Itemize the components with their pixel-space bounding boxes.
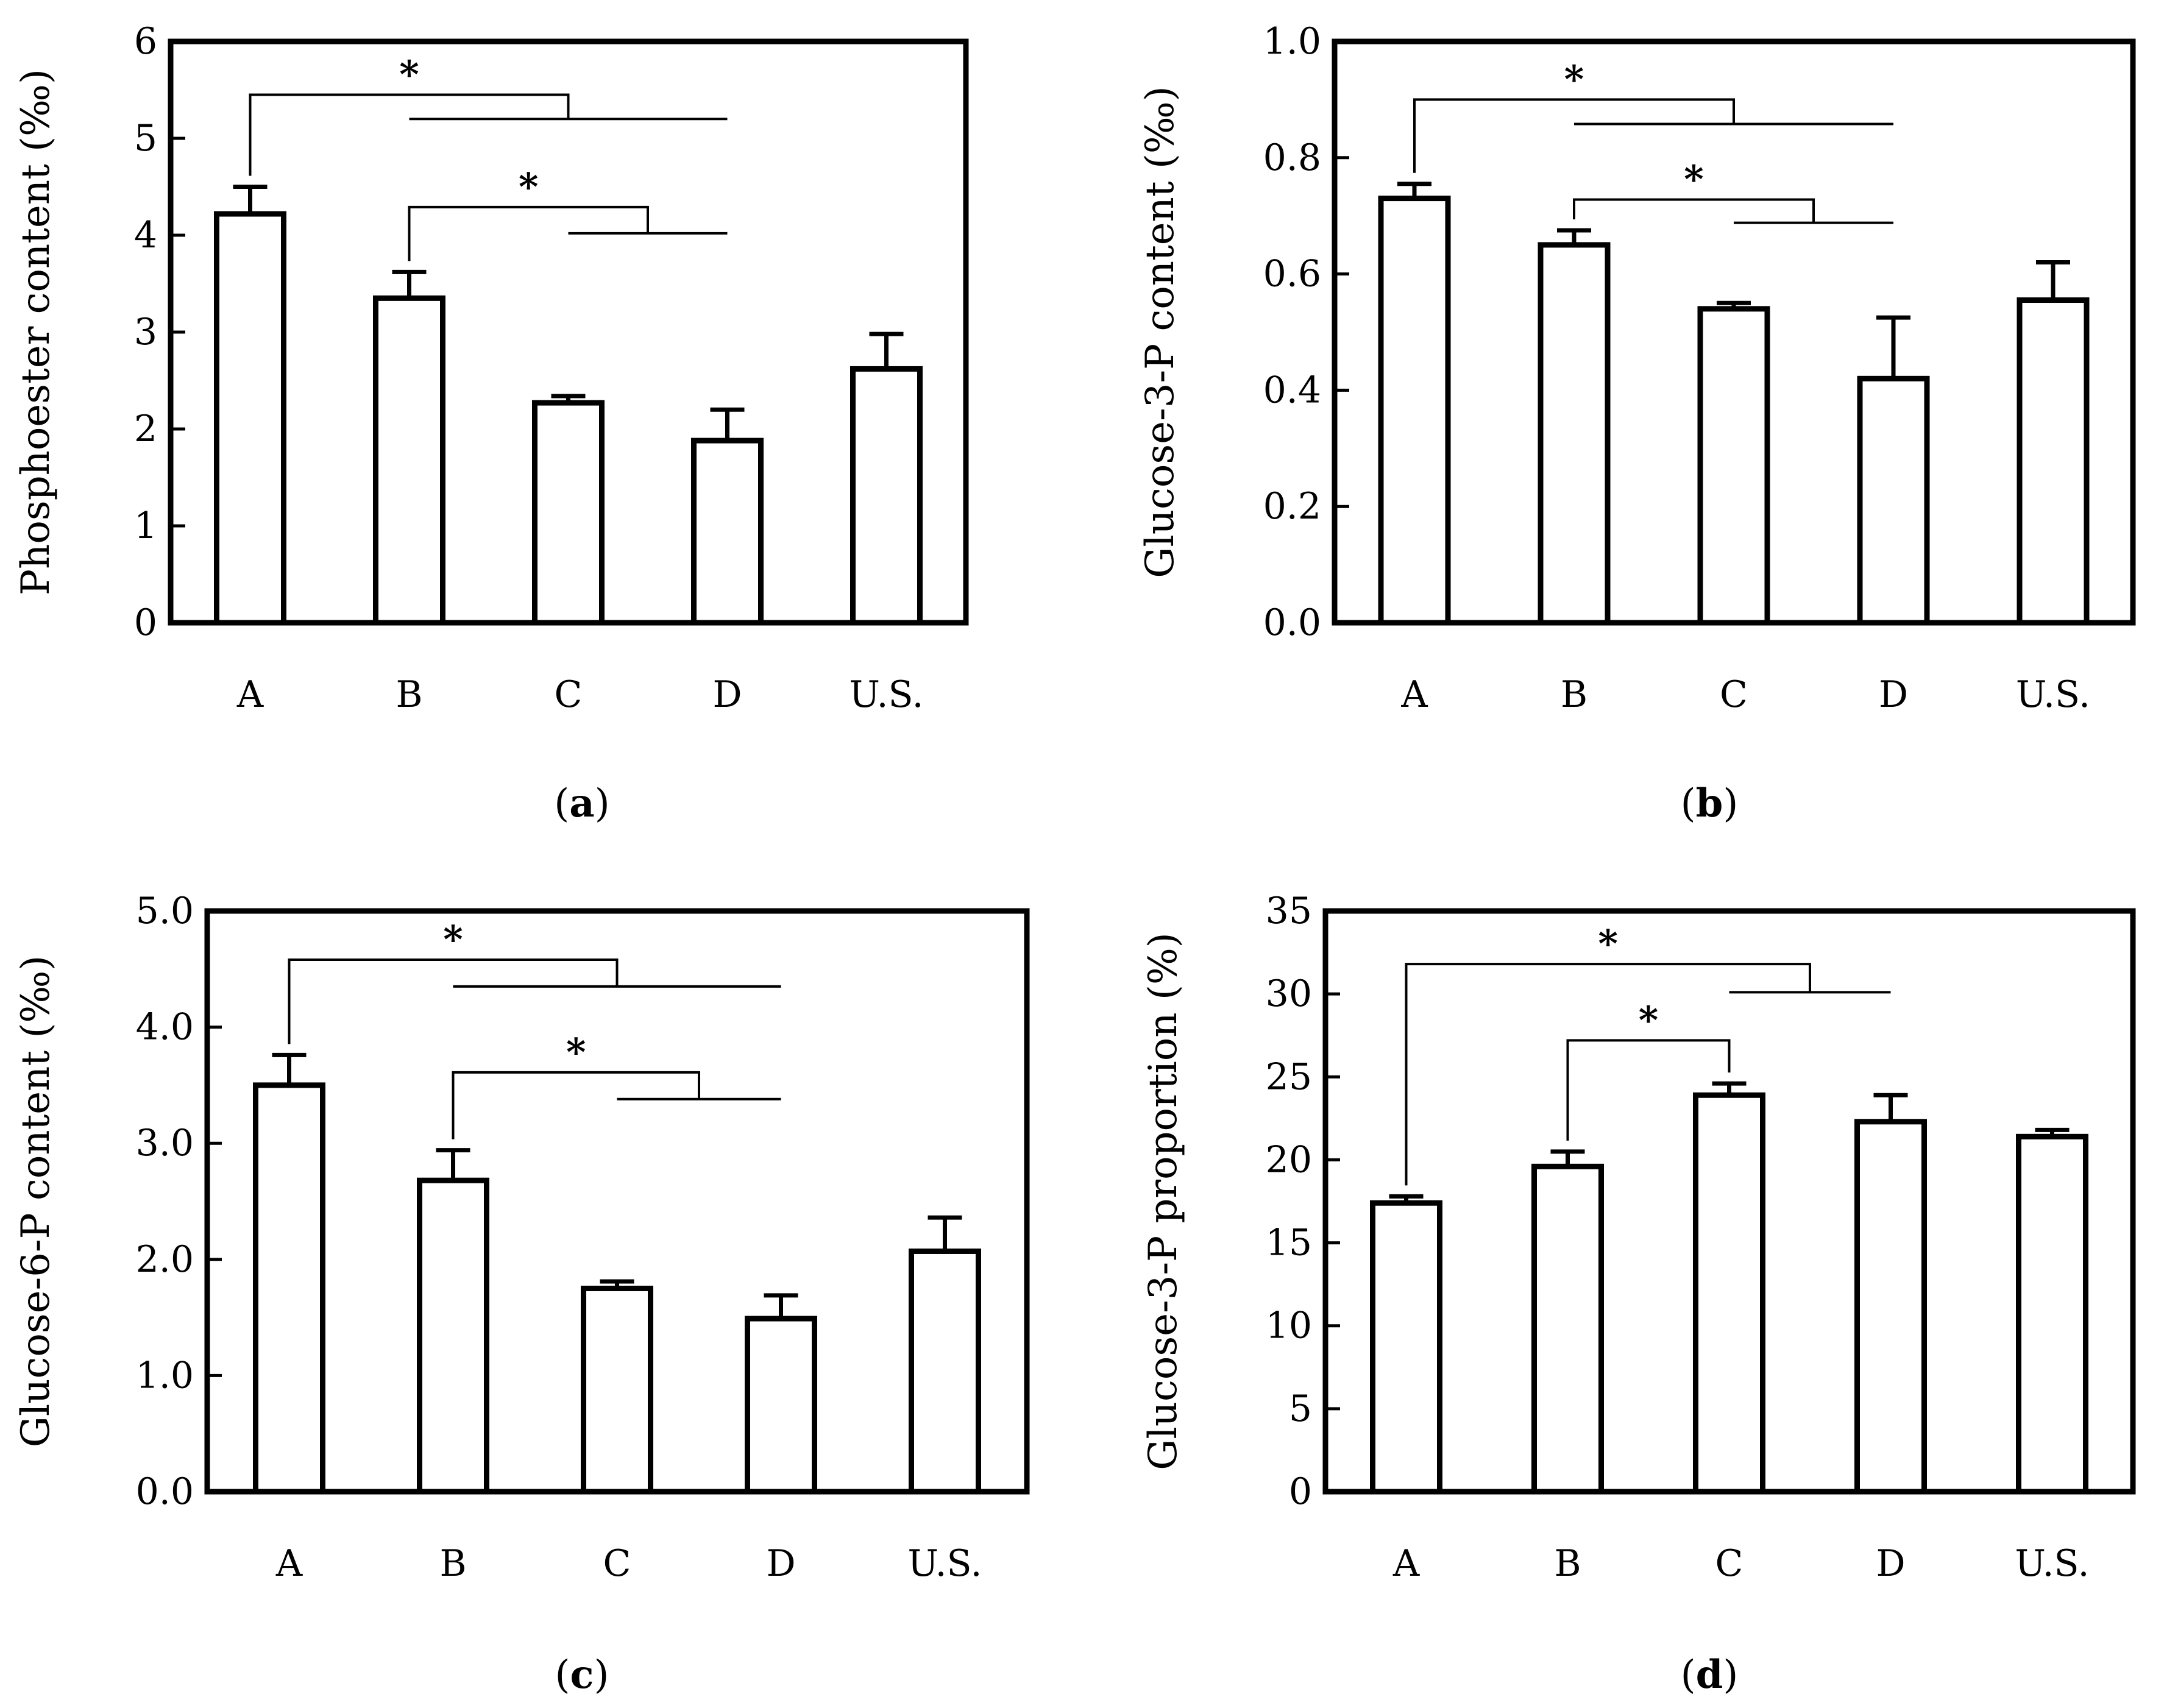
panel-b: 0.0 0.2 0.4 0.6 0.8 1.0 Glucose-3-P content (‰… [1138, 20, 2136, 716]
panel-c: 0.0 1.0 2.0 3.0 4.0 5.0 Glucose-6-P content (‰… [13, 890, 1030, 1585]
y-tick-label: 5.0 [136, 890, 194, 932]
bar [1693, 1092, 1765, 1495]
significance-bracket [288, 959, 619, 1044]
y-tick-label: 35 [1266, 890, 1312, 932]
bar [1370, 1200, 1442, 1495]
bar [1531, 1163, 1604, 1495]
x-tick-label: B [1554, 1542, 1581, 1585]
panel-caption-d: (d) [1681, 1652, 1739, 1698]
y-tick-label: 0.6 [1263, 253, 1321, 296]
x-tick-label: U.S. [2016, 673, 2090, 716]
bar [850, 366, 923, 626]
x-tick-label: D [712, 673, 742, 716]
x-tick-label: C [555, 673, 583, 716]
x-tick-label: A [236, 673, 264, 716]
bar [417, 1177, 489, 1495]
panel-a: 0 1 2 3 4 5 6 Phosphoester content (‰) A B C D U.S. *… [13, 20, 969, 716]
bar [373, 295, 445, 626]
significance-star: * [1684, 157, 1703, 201]
significance-bracket [1566, 1039, 1731, 1141]
x-tick-label: D [1879, 673, 1908, 716]
y-tick-label: 4 [134, 214, 157, 257]
significance-bracket [1573, 198, 1815, 223]
panel-caption-a: (a) [554, 781, 609, 826]
y-tick-label: 3.0 [136, 1122, 194, 1164]
y-tick-label: 1.0 [1263, 20, 1321, 63]
y-tick-label: 3 [134, 311, 157, 353]
x-tick-label: D [766, 1542, 795, 1585]
x-tick-label: U.S. [849, 673, 923, 716]
y-tick-label: 0.0 [136, 1470, 194, 1513]
x-tick-label: U.S. [907, 1542, 982, 1585]
bar [1857, 375, 1930, 626]
y-axis-title: Phosphoester content (‰) [13, 69, 59, 595]
significance-star: * [1639, 998, 1658, 1042]
x-tick-label: B [439, 1542, 466, 1585]
y-tick-label: 0.2 [1263, 485, 1321, 528]
bar [1697, 306, 1770, 626]
y-tick-label: 0.4 [1263, 369, 1321, 411]
y-tick-label: 10 [1266, 1305, 1312, 1347]
bar [745, 1316, 817, 1495]
x-tick-label: A [1400, 673, 1428, 716]
y-tick-label: 1.0 [136, 1354, 194, 1397]
x-tick-label: A [275, 1542, 303, 1585]
significance-star: * [443, 917, 463, 962]
significance-star: * [519, 165, 538, 209]
y-axis-title: Glucose-6-P content (‰) [13, 955, 59, 1448]
panel-d: 0 5 10 15 20 25 30 35 Glucose-3-P proportion (%)… [1141, 890, 2136, 1585]
bar [2016, 1133, 2088, 1495]
significance-bracket [408, 205, 649, 261]
y-tick-label: 0 [1289, 1470, 1312, 1513]
bar [691, 438, 764, 626]
panel-caption-b: (b) [1681, 781, 1739, 826]
panel-caption-c: (c) [555, 1652, 609, 1698]
bar [1538, 242, 1611, 626]
y-tick-label: 15 [1266, 1222, 1312, 1264]
y-axis-title: Glucose-3-P proportion (%) [1141, 932, 1186, 1470]
x-tick-label: C [1720, 673, 1748, 716]
bar [2017, 297, 2090, 626]
bar [909, 1248, 981, 1495]
y-tick-label: 0.8 [1263, 136, 1321, 179]
y-tick-label: 4.0 [136, 1006, 194, 1049]
significance-star: * [1564, 57, 1584, 101]
bar [1854, 1119, 1927, 1495]
y-tick-label: 1 [134, 505, 157, 547]
bar [581, 1285, 653, 1495]
y-tick-label: 0.0 [1263, 601, 1321, 644]
significance-star: * [566, 1030, 586, 1074]
bar [253, 1082, 325, 1495]
y-axis-title: Glucose-3-P content (‰) [1138, 86, 1183, 578]
y-tick-label: 2 [134, 408, 157, 450]
y-tick-label: 0 [134, 601, 157, 644]
y-tick-label: 25 [1266, 1055, 1312, 1098]
x-tick-label: C [603, 1542, 631, 1585]
significance-bracket [249, 93, 570, 176]
y-tick-label: 30 [1266, 973, 1312, 1015]
x-tick-label: B [396, 673, 422, 716]
y-tick-label: 5 [134, 117, 157, 160]
significance-bracket [452, 1071, 700, 1139]
x-tick-label: B [1561, 673, 1587, 716]
y-tick-label: 5 [1289, 1387, 1312, 1430]
bar [532, 400, 605, 626]
significance-bracket [1413, 98, 1735, 173]
x-tick-label: D [1876, 1542, 1905, 1585]
significance-star: * [1598, 921, 1618, 966]
x-tick-label: A [1392, 1542, 1420, 1585]
y-tick-label: 20 [1266, 1138, 1312, 1181]
bar [1378, 196, 1451, 626]
significance-bracket [1405, 963, 1811, 1186]
significance-star: * [399, 52, 419, 96]
bar [214, 211, 286, 626]
x-tick-label: U.S. [2015, 1542, 2089, 1585]
y-tick-label: 6 [134, 20, 157, 63]
x-tick-label: C [1715, 1542, 1743, 1585]
y-tick-label: 2.0 [136, 1238, 194, 1281]
